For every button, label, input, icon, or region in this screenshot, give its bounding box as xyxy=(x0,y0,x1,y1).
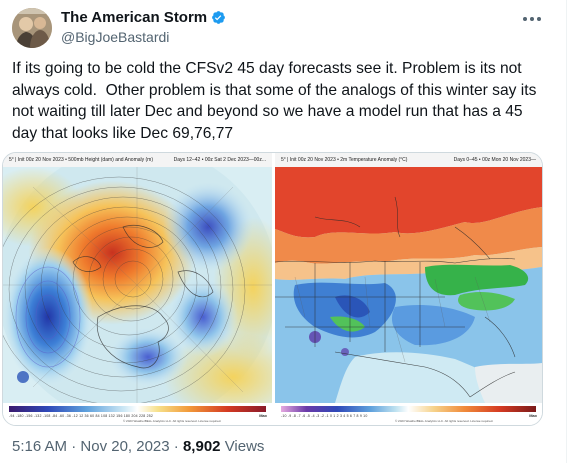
tweet-header: The American Storm @BigJoeBastardi xyxy=(61,9,507,45)
tweet-text: If its going to be cold the CFSv2 45 day… xyxy=(12,60,541,142)
colorbar-labels: -10 -9 -8 -7 -6 -5 -4 -3 -2 -1 0 1 2 3 4… xyxy=(281,414,368,418)
user-handle[interactable]: @BigJoeBastardi xyxy=(61,29,170,45)
more-options-icon[interactable] xyxy=(523,12,545,26)
map-header-left: 5° | Init 00z 20 Nov 2023 • 500mb Height… xyxy=(9,157,154,163)
tweet-date[interactable]: Nov 20, 2023 xyxy=(80,438,170,455)
display-name[interactable]: The American Storm xyxy=(61,9,208,26)
media-divider xyxy=(272,153,275,425)
map-header: 5° | Init 00z 20 Nov 2023 • 2m Temperatu… xyxy=(275,153,542,167)
views-count[interactable]: 8,902 xyxy=(182,438,221,455)
colorbar xyxy=(9,406,266,412)
map-header: 5° | Init 00z 20 Nov 2023 • 500mb Height… xyxy=(3,153,272,167)
map-header-left: 5° | Init 00z 20 Nov 2023 • 2m Temperatu… xyxy=(281,157,408,163)
tweet-media[interactable]: 5° | Init 00z 20 Nov 2023 • 500mb Height… xyxy=(2,152,543,426)
colorbar-labels: -94 -180 -156 -132 -108 -84 -60 -36 -12 … xyxy=(9,414,154,418)
tweet-time[interactable]: 5:16 AM xyxy=(12,438,68,455)
map-footer: -10 -9 -8 -7 -6 -5 -4 -3 -2 -1 0 1 2 3 4… xyxy=(275,403,542,425)
avatar[interactable] xyxy=(12,8,52,48)
tweet-meta: 5:16 AM · Nov 20, 2023 · 8,902 Views xyxy=(12,438,264,455)
colorbar xyxy=(281,406,536,412)
max-label: Max xyxy=(529,413,537,418)
views-label: Views xyxy=(224,438,265,455)
meta-separator: · xyxy=(173,438,179,455)
map-image xyxy=(3,167,272,403)
temperature-anomaly-map[interactable]: 5° | Init 00z 20 Nov 2023 • 2m Temperatu… xyxy=(275,153,542,425)
map-credit: © 2023 WeatherBELL Analytics LLC. All ri… xyxy=(123,419,222,423)
height-anomaly-map[interactable]: 5° | Init 00z 20 Nov 2023 • 500mb Height… xyxy=(3,153,272,425)
meta-separator: · xyxy=(71,438,77,455)
map-image xyxy=(275,167,542,403)
map-header-right: Days 0–45 • 00z Mon 20 Nov 2023— xyxy=(453,157,536,163)
map-footer: -94 -180 -156 -132 -108 -84 -60 -36 -12 … xyxy=(3,403,272,425)
map-credit: © 2023 WeatherBELL Analytics LLC. All ri… xyxy=(395,419,494,423)
max-label: Max xyxy=(259,413,267,418)
map-header-right: Days 12–42 • 00z Sat 2 Dec 2023—00z... xyxy=(173,157,266,163)
verified-badge-icon[interactable] xyxy=(211,10,226,25)
